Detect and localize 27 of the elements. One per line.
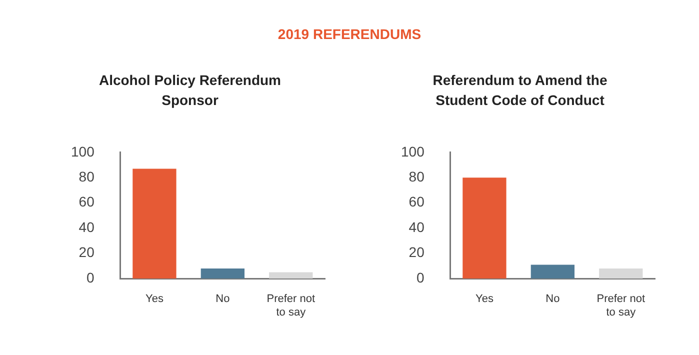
x-tick-label: Prefer not to say (266, 293, 316, 318)
y-tick-label: 20 (78, 244, 95, 260)
bar (599, 268, 643, 279)
chart-title: 2019 REFERENDUMS (276, 26, 422, 42)
y-tick-label: 100 (71, 143, 95, 160)
chart-subtitle: Alcohol Policy Referendum Sponsor (98, 71, 282, 110)
x-tick-label: No (546, 293, 560, 306)
bar (530, 264, 575, 279)
y-tick-label: 0 (86, 269, 95, 286)
x-tick-label: Yes (475, 293, 494, 306)
y-tick-label: 40 (408, 218, 425, 235)
x-tick-label: No (216, 293, 230, 306)
bar (269, 272, 313, 279)
y-tick-label: 0 (416, 269, 425, 286)
y-tick-label: 20 (408, 244, 425, 260)
y-tick-label: 100 (401, 143, 425, 160)
y-tick-label: 40 (78, 218, 95, 235)
bar (132, 168, 176, 279)
y-tick-label: 80 (408, 168, 425, 184)
x-tick-label: Yes (145, 293, 164, 306)
chart-title: Referendum to Amend the Student Code of Conduct (432, 71, 608, 110)
bar (462, 178, 506, 279)
x-tick-label: Prefer not to say (596, 293, 646, 318)
y-tick-label: 80 (78, 168, 95, 184)
y-tick-label: 60 (78, 194, 95, 210)
bar (200, 268, 245, 279)
y-tick-label: 60 (408, 194, 425, 210)
